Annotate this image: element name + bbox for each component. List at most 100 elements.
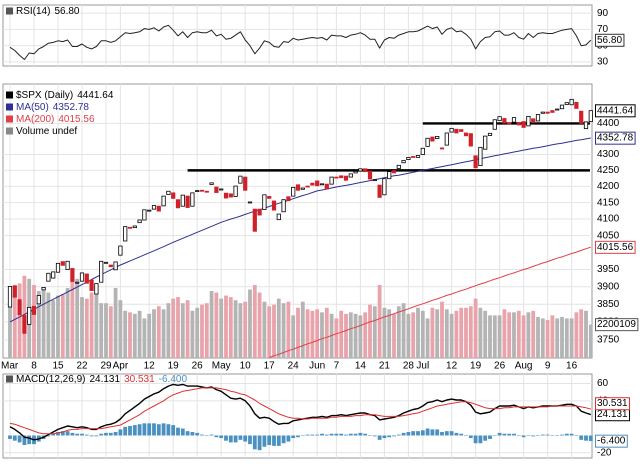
volume-bar	[228, 297, 233, 358]
histogram-bar	[267, 435, 272, 446]
candle	[7, 285, 13, 308]
histogram-bar	[440, 432, 444, 436]
candle	[252, 208, 257, 232]
histogram-bar	[382, 435, 387, 439]
histogram-bar	[296, 435, 300, 438]
volume-bar	[406, 313, 411, 358]
volume-bar	[51, 300, 56, 358]
legend-text: -6.400	[159, 374, 188, 385]
x-tick-label: 19	[168, 361, 180, 372]
x-tick-label: 8	[31, 361, 37, 372]
volume-bar	[449, 313, 454, 358]
volume-bar	[339, 310, 344, 358]
histogram-bar	[521, 435, 526, 438]
histogram-bar	[27, 435, 32, 445]
histogram-bar	[324, 434, 329, 436]
candle	[387, 171, 392, 180]
volume-bar	[300, 301, 305, 358]
candle	[31, 305, 37, 315]
x-tick-label: 10	[240, 361, 252, 372]
histogram-bar	[363, 433, 368, 436]
candle	[444, 132, 449, 146]
candle	[353, 170, 358, 174]
candle	[180, 194, 185, 207]
histogram-bar	[516, 435, 521, 436]
histogram-bar	[209, 434, 214, 436]
legend-text: 4015.56	[58, 114, 95, 125]
volume-bar	[550, 315, 555, 358]
candle	[497, 116, 502, 122]
legend-text: MA(200)	[16, 114, 54, 125]
candle	[103, 261, 109, 264]
legend-text: RSI(14)	[16, 6, 50, 17]
histogram-bar	[161, 423, 166, 436]
histogram-bar	[94, 435, 99, 437]
volume-bar	[60, 294, 65, 358]
histogram-bar	[459, 433, 464, 436]
x-tick-label: 22	[76, 361, 88, 372]
histogram-bar	[420, 430, 425, 436]
volume-bar	[483, 310, 488, 358]
volume-bar	[209, 291, 214, 358]
histogram-bar	[358, 432, 363, 436]
volume-bar	[368, 304, 372, 358]
macd-line	[9, 387, 591, 435]
volume-bar	[248, 289, 252, 358]
candle	[123, 226, 128, 242]
histogram-bar	[492, 435, 497, 436]
volume-bar	[185, 300, 190, 358]
candle	[492, 119, 497, 130]
volume-bar	[89, 292, 94, 358]
y-tick-label: 4150	[597, 197, 620, 208]
candle	[171, 192, 176, 199]
histogram-bar	[286, 435, 291, 442]
legend-entry: MA(50) 4352.78	[16, 102, 89, 113]
volume-bar	[320, 312, 324, 358]
value-tag: 4015.56	[597, 242, 634, 253]
value-tag-box	[595, 318, 639, 332]
volume-bar	[540, 318, 545, 358]
histogram-bar	[137, 424, 142, 436]
volume-bar	[276, 298, 281, 358]
y-tick-label: 4050	[597, 230, 620, 241]
legend-entry: $SPX (Daily) 4441.64	[16, 90, 114, 101]
volume-bar	[521, 315, 526, 358]
volume-bar	[137, 310, 142, 358]
candle	[156, 205, 161, 212]
histogram-bar	[401, 432, 406, 436]
candle	[65, 260, 70, 270]
volume-bar	[118, 300, 123, 358]
histogram-bar	[526, 435, 531, 436]
candle	[468, 133, 473, 147]
candle	[223, 192, 229, 199]
candle	[209, 182, 214, 185]
histogram-bar	[228, 435, 233, 443]
candle	[286, 196, 291, 202]
volume-bar	[555, 318, 560, 358]
volume-bar	[128, 312, 132, 358]
volume-bar	[425, 318, 430, 358]
volume-bar	[262, 301, 267, 358]
candle	[22, 315, 27, 334]
histogram-bar	[392, 435, 396, 437]
candle	[583, 121, 589, 130]
x-tick-label: 26	[192, 361, 204, 372]
candle	[166, 190, 171, 195]
histogram-bar	[569, 433, 574, 436]
candle	[89, 279, 94, 291]
candle	[526, 115, 531, 127]
legend-entry: Volume undef	[16, 126, 77, 137]
histogram-bar	[464, 435, 468, 436]
candle	[343, 175, 349, 181]
y-tick-label: 3850	[597, 299, 620, 310]
x-tick-label: 17	[264, 361, 276, 372]
histogram-bar	[281, 435, 286, 444]
volume-bar	[401, 303, 406, 358]
candle	[108, 264, 113, 268]
volume-bar	[233, 300, 238, 358]
histogram-bar	[204, 435, 209, 436]
volume-bar	[94, 294, 99, 358]
x-tick-label: 21	[379, 361, 391, 372]
x-tick-label: 24	[288, 361, 300, 372]
histogram-bar	[348, 433, 353, 436]
